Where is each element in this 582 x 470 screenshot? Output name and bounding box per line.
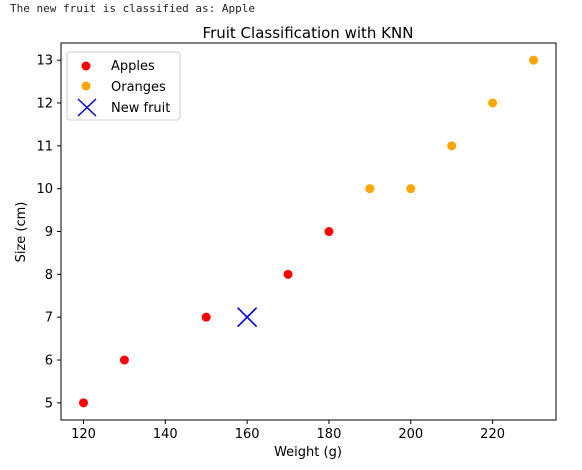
legend-label-apples: Apples [111, 59, 155, 74]
legend-label-new-fruit: New fruit [111, 101, 170, 116]
y-tick-label: 13 [36, 54, 53, 69]
oranges-point [365, 184, 375, 194]
y-axis-label: Size (cm) [14, 202, 29, 263]
y-tick-label: 12 [36, 96, 53, 111]
oranges-point [447, 141, 457, 151]
y-tick-label: 11 [36, 139, 53, 154]
oranges-point [529, 55, 538, 65]
x-tick-label: 160 [235, 427, 260, 442]
legend-label-oranges: Oranges [111, 80, 166, 95]
oranges-point [488, 98, 498, 108]
data-points [79, 55, 538, 408]
x-tick-label: 200 [398, 427, 423, 442]
apples-point [201, 312, 211, 322]
legend: Apples Oranges New fruit [66, 51, 181, 121]
apples-point [283, 269, 293, 279]
x-tick-label: 120 [71, 427, 96, 442]
legend-box [66, 51, 181, 121]
y-tick-label: 9 [45, 225, 53, 240]
x-tick-label: 180 [317, 427, 342, 442]
apples-point [79, 398, 88, 408]
chart-title: Fruit Classification with KNN [203, 24, 414, 42]
x-tick-label: 220 [480, 427, 505, 442]
legend-marker-new-fruit [77, 98, 97, 117]
oranges-point [406, 184, 416, 194]
apples-point [324, 227, 334, 236]
y-tick-label: 6 [45, 354, 53, 369]
x-axis-ticks: 120 140 160 180 200 220 [71, 420, 505, 442]
new-fruit-point [237, 307, 258, 328]
x-tick-label: 140 [153, 427, 178, 442]
legend-marker-apples [81, 61, 91, 71]
classification-output-text: The new fruit is classified as: Apple [10, 2, 256, 15]
legend-marker-oranges [81, 81, 91, 91]
x-axis-label: Weight (g) [274, 445, 342, 460]
y-tick-label: 5 [45, 396, 53, 411]
y-axis-ticks: 5 6 7 8 9 10 11 12 13 [36, 54, 61, 411]
apples-point [119, 355, 129, 365]
y-tick-label: 10 [36, 182, 53, 197]
y-tick-label: 7 [45, 311, 53, 326]
y-tick-label: 8 [45, 268, 53, 283]
